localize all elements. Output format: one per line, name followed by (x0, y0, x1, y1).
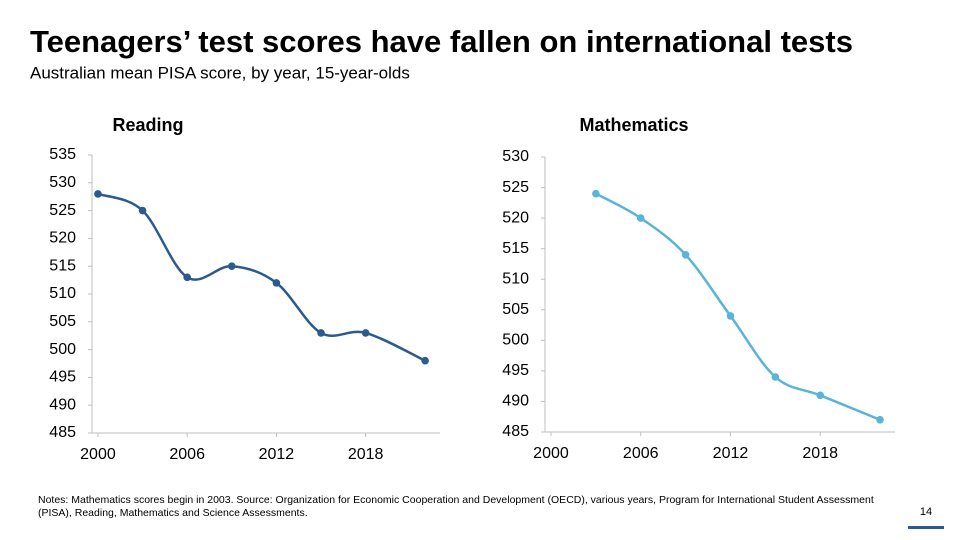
y-tick-label: 490 (49, 396, 76, 413)
point (272, 279, 281, 287)
y-tick-label: 495 (502, 362, 529, 379)
point (876, 415, 884, 424)
series-line (595, 192, 881, 421)
point (361, 329, 370, 337)
x-tick-label: 2006 (623, 445, 659, 462)
y-tick-label: 500 (49, 341, 76, 358)
point (771, 373, 780, 381)
page-number: 14 (920, 506, 932, 518)
y-tick-label: 485 (49, 424, 76, 441)
y-tick-label: 530 (49, 174, 76, 191)
notes: Notes: Mathematics scores begin in 2003.… (38, 494, 874, 519)
x-tick-label: 2000 (533, 445, 569, 462)
x-tick-label: 2012 (713, 445, 749, 462)
point (138, 206, 147, 215)
point (726, 312, 735, 320)
y-tick-label: 515 (502, 240, 529, 257)
y-tick-label: 485 (502, 423, 529, 440)
x-tick-label: 2018 (348, 446, 384, 463)
slide-subtitle: Australian mean PISA score, by year, 15-… (30, 63, 410, 82)
y-tick-label: 495 (49, 369, 76, 386)
page-number-bar (908, 526, 944, 529)
x-tick-label: 2000 (80, 446, 116, 463)
notes-box: Notes: Mathematics scores begin in 2003.… (38, 494, 874, 519)
y-tick-label: 525 (502, 179, 529, 196)
y-tick-label: 505 (502, 301, 529, 318)
chart-title: Mathematics (579, 115, 688, 135)
x-tick-label: 2018 (802, 445, 838, 462)
point (421, 356, 429, 365)
y-tick-label: 525 (49, 202, 76, 219)
series-line (97, 192, 426, 362)
point (183, 273, 191, 282)
y-tick-label: 505 (49, 313, 76, 330)
chart-title: Reading (112, 115, 183, 135)
point (227, 262, 236, 271)
y-tick-label: 500 (502, 332, 529, 349)
y-tick-label: 530 (502, 148, 529, 165)
point (592, 189, 600, 198)
y-tick-label: 510 (502, 270, 529, 287)
point (681, 250, 690, 259)
y-tick-label: 510 (49, 285, 76, 302)
y-tick-label: 515 (49, 257, 76, 274)
point (816, 391, 825, 400)
x-tick-label: 2012 (259, 446, 295, 463)
y-tick-label: 535 (49, 146, 76, 163)
point (94, 190, 102, 198)
y-tick-label: 520 (49, 230, 76, 247)
point (317, 329, 325, 337)
point (636, 214, 645, 222)
slide-title: Teenagers’ test scores have fallen on in… (30, 24, 853, 59)
x-tick-label: 2006 (169, 446, 205, 463)
y-tick-label: 520 (502, 209, 529, 226)
y-tick-label: 490 (502, 393, 529, 410)
